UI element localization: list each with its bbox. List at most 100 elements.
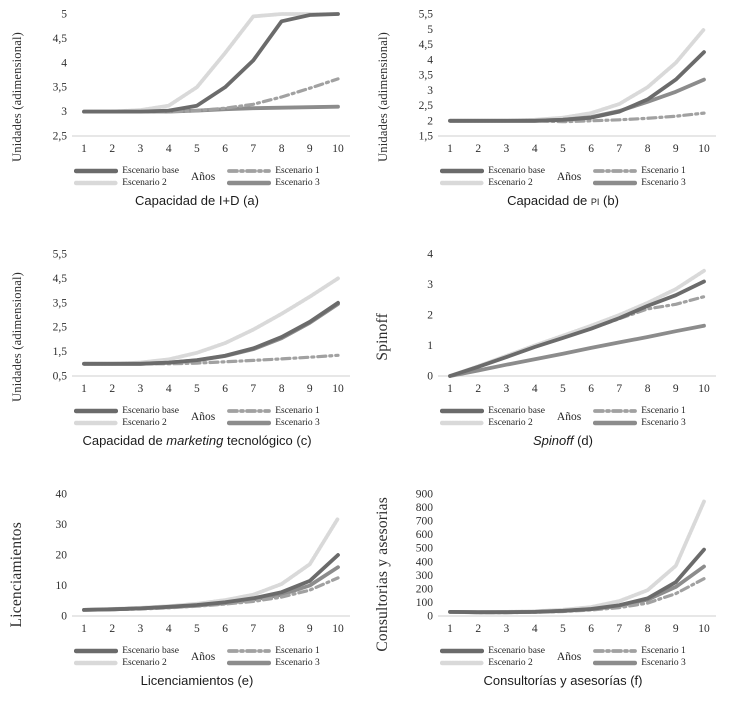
chart-title-b: Capacidad de pi (b) bbox=[507, 193, 619, 208]
x-axis-tick: 9 bbox=[673, 143, 679, 155]
x-axis-tick: 3 bbox=[138, 383, 144, 395]
x-axis-tick: 2 bbox=[475, 623, 481, 635]
y-axis-tick: 0 bbox=[61, 611, 67, 623]
x-axis-tick: 8 bbox=[279, 623, 285, 635]
legend-item-esc1: Escenario 1 bbox=[593, 646, 686, 656]
legend-swatch-esc3-icon bbox=[227, 180, 272, 186]
y-axis-tick: 2 bbox=[427, 310, 433, 322]
series-line-esc2 bbox=[448, 27, 706, 123]
chart-title-d: Spinoff (d) bbox=[533, 433, 593, 448]
x-axis-tick: 7 bbox=[250, 143, 256, 155]
y-axis-tick: 2,5 bbox=[419, 100, 434, 112]
y-axis-tick: 5,5 bbox=[53, 249, 68, 261]
legend-label: Escenario 2 bbox=[488, 418, 533, 428]
y-axis-tick: 600 bbox=[416, 529, 434, 541]
legend-label: Escenario 1 bbox=[275, 406, 320, 416]
legend-c: Escenario base Escenario 2 Años Escenari… bbox=[74, 406, 320, 428]
legend-d: Escenario base Escenario 2 Años Escenari… bbox=[440, 406, 686, 428]
series-line-base bbox=[82, 553, 340, 612]
y-axis-tick: 3 bbox=[427, 279, 433, 291]
chart-panel-e: Licenciamientos 0 10 20 30 40 1 2 3 4 5 6 7 8 9 10 Esc… bbox=[0, 480, 366, 715]
y-axis-tick: 700 bbox=[416, 516, 434, 528]
y-axis-tick: 2 bbox=[427, 115, 433, 127]
legend-swatch-esc2-icon bbox=[440, 420, 485, 426]
y-axis-label-c: Unidades (adimensional) bbox=[9, 272, 24, 402]
legend-label: Escenario 3 bbox=[641, 418, 686, 428]
legend-swatch-esc1-icon bbox=[227, 169, 272, 173]
legend-item-base: Escenario base bbox=[74, 166, 179, 176]
legend-item-esc3: Escenario 3 bbox=[227, 658, 320, 668]
legend-label: Escenario 2 bbox=[488, 178, 533, 188]
legend-swatch-esc1-icon bbox=[593, 169, 638, 173]
series-line-base bbox=[82, 12, 340, 114]
x-axis-tick: 8 bbox=[645, 383, 651, 395]
y-axis-tick: 100 bbox=[416, 597, 434, 609]
x-axis-tick: 3 bbox=[504, 143, 510, 155]
legend-item-esc2: Escenario 2 bbox=[440, 418, 545, 428]
y-axis-tick: 3,5 bbox=[53, 82, 68, 94]
x-axis-tick: 9 bbox=[673, 383, 679, 395]
x-axis-tick: 1 bbox=[81, 143, 87, 155]
y-axis-tick: 4,5 bbox=[53, 273, 68, 285]
y-axis-tick: 0 bbox=[427, 611, 433, 623]
legend-swatch-esc2-icon bbox=[74, 180, 119, 186]
y-axis-tick: 5 bbox=[61, 9, 67, 21]
x-axis-tick: 2 bbox=[109, 623, 115, 635]
x-axis-tick: 1 bbox=[81, 623, 87, 635]
series-line-base bbox=[82, 300, 340, 366]
plot-area-c: 0,5 1,5 2,5 3,5 4,5 5,5 1 2 3 4 5 6 7 8 9 10 bbox=[53, 249, 350, 395]
legend-item-esc2: Escenario 2 bbox=[74, 418, 179, 428]
legend-swatch-esc3-icon bbox=[593, 420, 638, 426]
x-axis-tick: 8 bbox=[645, 623, 651, 635]
x-axis-tick: 4 bbox=[532, 623, 538, 635]
x-axis-tick: 10 bbox=[698, 623, 710, 635]
legend-item-esc3: Escenario 3 bbox=[593, 658, 686, 668]
series-line-esc2 bbox=[82, 276, 340, 366]
x-axis-tick: 4 bbox=[532, 383, 538, 395]
x-axis-tick: 4 bbox=[166, 383, 172, 395]
y-axis-tick: 4 bbox=[427, 249, 433, 261]
chart-panel-c: Unidades (adimensional) 0,5 1,5 2,5 3,5 4,5 5… bbox=[0, 240, 366, 480]
x-axis-tick: 10 bbox=[698, 143, 710, 155]
x-axis-tick: 3 bbox=[138, 623, 144, 635]
x-axis-tick: 10 bbox=[332, 623, 344, 635]
legend-label: Escenario base bbox=[488, 406, 545, 416]
legend-swatch-esc1-icon bbox=[227, 649, 272, 653]
x-axis-tick: 7 bbox=[250, 383, 256, 395]
chart-title-e: Licenciamientos (e) bbox=[140, 673, 254, 688]
chart-panel-b: Unidades (adimensional) 1,5 2 2,5 3 3,5 4 4,5 5… bbox=[366, 0, 732, 240]
x-axis-tick: 7 bbox=[616, 143, 622, 155]
legend-swatch-base-icon bbox=[440, 408, 485, 414]
y-axis-tick: 800 bbox=[416, 502, 434, 514]
legend-label: Escenario 3 bbox=[275, 658, 320, 668]
x-axis-tick: 2 bbox=[109, 143, 115, 155]
x-axis-tick: 3 bbox=[504, 623, 510, 635]
x-axis-tick: 1 bbox=[447, 623, 453, 635]
legend-e: Escenario base Escenario 2 Años Escenari… bbox=[74, 646, 320, 668]
y-axis-label-f: Consultorias y asesorias bbox=[374, 497, 391, 652]
x-axis-label: Años bbox=[190, 411, 216, 423]
legend-item-esc1: Escenario 1 bbox=[593, 166, 686, 176]
x-axis-tick: 6 bbox=[588, 623, 594, 635]
x-axis-tick: 3 bbox=[504, 383, 510, 395]
x-axis-tick: 1 bbox=[81, 383, 87, 395]
x-axis-tick: 10 bbox=[332, 383, 344, 395]
x-axis-tick: 6 bbox=[222, 623, 228, 635]
legend-swatch-esc2-icon bbox=[74, 660, 119, 666]
series-line-base bbox=[448, 547, 706, 615]
y-axis-tick: 2,5 bbox=[53, 322, 68, 334]
chart-panel-d: Spinoff 0 1 2 3 4 1 2 3 4 5 6 7 8 9 10 Escenario base … bbox=[366, 240, 732, 480]
y-axis-tick: 4,5 bbox=[53, 33, 68, 45]
legend-label: Escenario 3 bbox=[275, 418, 320, 428]
legend-label: Escenario base bbox=[488, 646, 545, 656]
x-axis-tick: 5 bbox=[194, 383, 200, 395]
legend-item-esc1: Escenario 1 bbox=[593, 406, 686, 416]
x-axis-label: Años bbox=[556, 651, 582, 663]
chart-title-c: Capacidad de marketing tecnológico (c) bbox=[82, 433, 312, 448]
legend-label: Escenario 1 bbox=[641, 406, 686, 416]
legend-item-esc3: Escenario 3 bbox=[593, 178, 686, 188]
x-axis-tick: 10 bbox=[698, 383, 710, 395]
y-axis-label-e: Licenciamientos bbox=[8, 521, 25, 628]
x-axis-tick: 8 bbox=[645, 143, 651, 155]
